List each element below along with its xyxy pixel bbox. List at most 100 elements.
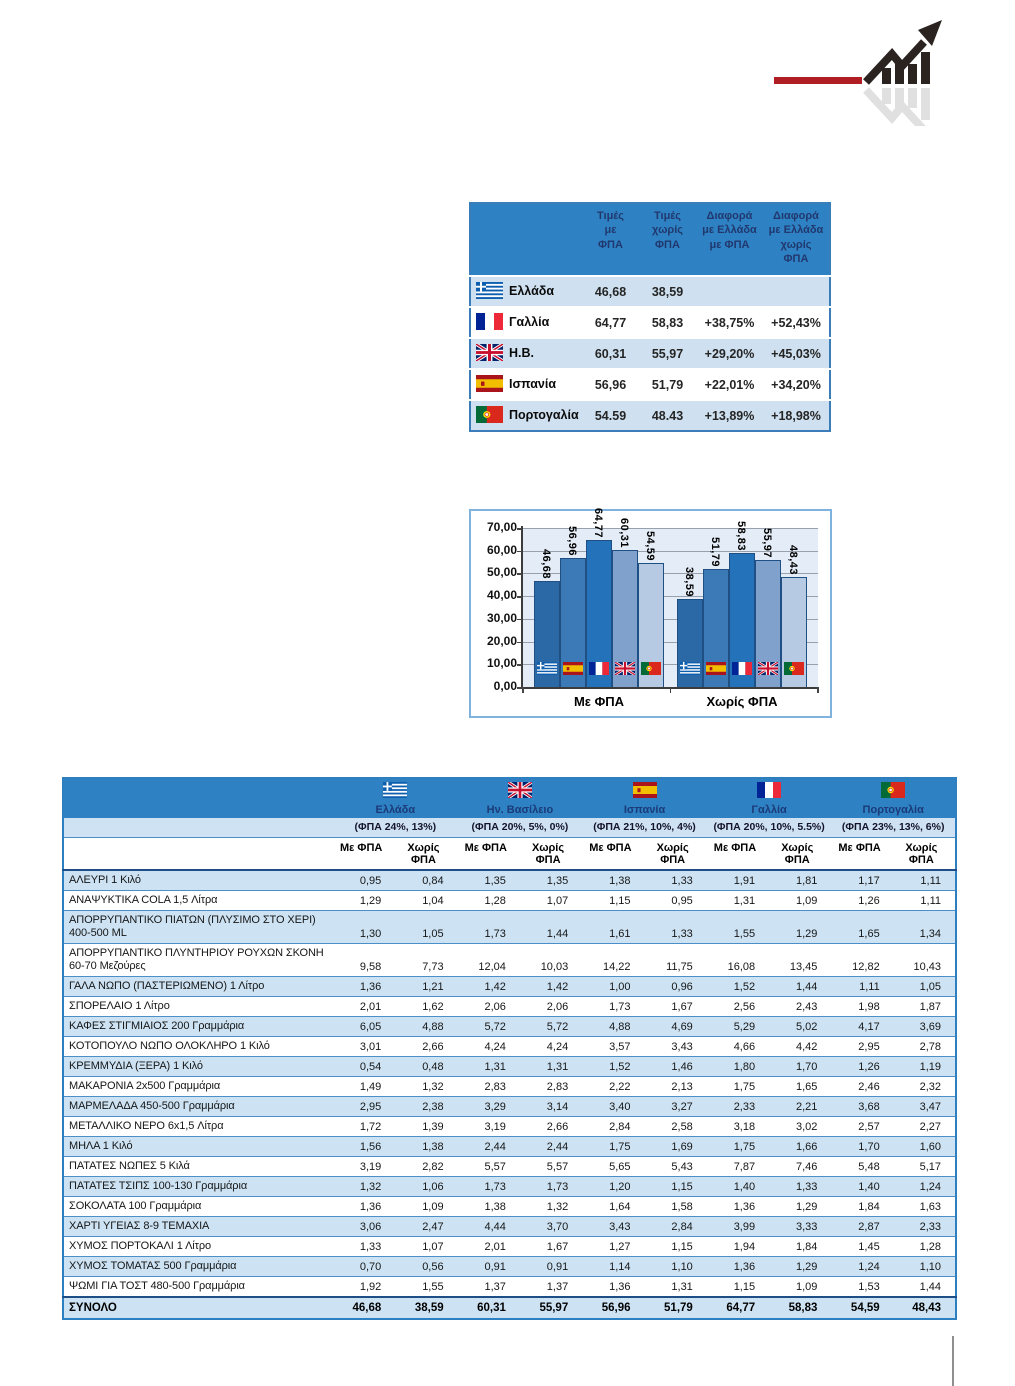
table-row: ΠΑΤΑΤΕΣ ΝΩΠΕΣ 5 Κιλά 3,19 2,82 5,57 5,57 5,65… bbox=[63, 1156, 956, 1177]
country-header-gr: Ελλάδα bbox=[333, 778, 458, 818]
price-cell: 1,32 bbox=[333, 1176, 396, 1197]
total-value-cell: 46,68 bbox=[333, 1295, 396, 1320]
price-cell: 2,83 bbox=[457, 1076, 520, 1097]
price-cell: 1,24 bbox=[893, 1176, 956, 1197]
bar-es-group2 bbox=[703, 569, 729, 687]
total-row: ΣΥΝΟΛΟ 46,68 38,59 60,31 55,97 56,96 51,79 64,7… bbox=[63, 1295, 956, 1320]
price-cell: 1,07 bbox=[519, 890, 583, 911]
x-axis-group-label: Με ΦΠΑ bbox=[573, 694, 625, 709]
y-axis-tick-label: 0,00 bbox=[493, 679, 517, 693]
country-label: Πορτογαλία bbox=[509, 407, 579, 422]
price-cell: 1,31 bbox=[519, 1056, 583, 1077]
value-cell: +38,75% bbox=[704, 315, 755, 330]
country-header-pt: Πορτογαλία bbox=[831, 778, 956, 818]
bar-value-label: 64,77 bbox=[592, 507, 604, 538]
price-cell: 1,40 bbox=[706, 1176, 770, 1197]
price-cell: 0,96 bbox=[644, 976, 707, 997]
vat-comparison-chart: 46,68 56,96 64,77 60,31 54,59 38,59 51,79 58,83… bbox=[469, 507, 832, 718]
value-cell: 58,83 bbox=[651, 315, 684, 330]
y-axis-tick bbox=[517, 550, 522, 553]
subheader-without-vat: Χωρίς ΦΠΑ bbox=[644, 837, 707, 871]
price-cell: 1,69 bbox=[644, 1136, 707, 1157]
price-cell: 1,67 bbox=[644, 996, 707, 1017]
y-axis-tick bbox=[517, 528, 522, 530]
price-cell: 1,31 bbox=[644, 1276, 707, 1297]
price-cell: 1,05 bbox=[893, 976, 956, 997]
total-value-cell: 51,79 bbox=[644, 1295, 707, 1320]
price-cell: 2,01 bbox=[333, 996, 396, 1017]
vat-rate-cell: (ΦΠΑ 20%, 10%, 5.5%) bbox=[706, 818, 832, 838]
total-label-cell: ΣΥΝΟΛΟ bbox=[63, 1295, 333, 1320]
detail-table: Ελλάδα Ην. Βασίλειο Ισπανία Γαλλία Πορτογαλί… bbox=[62, 777, 957, 1320]
price-cell: 1,29 bbox=[333, 890, 396, 911]
price-cell: 0,70 bbox=[333, 1256, 396, 1277]
price-cell: 1,67 bbox=[519, 1236, 583, 1257]
chart-y-axis bbox=[521, 526, 523, 689]
price-cell: 1,33 bbox=[333, 1236, 396, 1257]
price-cell: 1,61 bbox=[582, 910, 645, 944]
price-cell: 10,43 bbox=[893, 943, 956, 977]
price-cell: 3,47 bbox=[893, 1096, 956, 1117]
subheader-row: Με ΦΠΑ Χωρίς ΦΠΑ Με ΦΠΑ Χωρίς ΦΠΑ Με ΦΠΑ Χωρί… bbox=[63, 837, 956, 871]
price-cell: 1,94 bbox=[706, 1236, 770, 1257]
x-axis-tick bbox=[817, 687, 819, 693]
price-cell: 1,07 bbox=[395, 1236, 458, 1257]
product-name-cell: ΚΑΦΕΣ ΣΤΙΓΜΙΑΙΟΣ 200 Γραμμάρια bbox=[63, 1016, 333, 1037]
price-cell: 1,29 bbox=[769, 1256, 832, 1277]
price-cell: 1,26 bbox=[831, 890, 894, 911]
table-row: ΚΡΕΜΜΥΔΙΑ (ΞΕΡΑ) 1 Κιλό 0,54 0,48 1,31 1,31 1… bbox=[63, 1056, 956, 1077]
price-cell: 1,36 bbox=[706, 1256, 770, 1277]
country-label: Ισπανία bbox=[509, 376, 557, 391]
product-name-cell: ΣΠΟΡΕΛΑΙΟ 1 Λίτρο bbox=[63, 996, 333, 1017]
vat-rate-cell: (ΦΠΑ 20%, 5%, 0%) bbox=[457, 818, 583, 838]
summary-col-header: Διαφορά με Ελλάδα χωρίς ΦΠΑ bbox=[763, 203, 830, 276]
price-cell: 1,36 bbox=[582, 1276, 645, 1297]
price-cell: 2,43 bbox=[769, 996, 832, 1017]
price-cell: 3,69 bbox=[893, 1016, 956, 1037]
table-row: ΨΩΜΙ ΓΙΑ ΤΟΣΤ 480-500 Γραμμάρια 1,92 1,55 1… bbox=[63, 1276, 956, 1297]
gridline bbox=[523, 596, 818, 598]
subheader-without-vat: Χωρίς ΦΠΑ bbox=[395, 837, 458, 871]
subheader-with-vat: Με ΦΠΑ bbox=[457, 837, 520, 871]
country-cell: Ισπανία bbox=[470, 369, 582, 400]
price-cell: 3,29 bbox=[457, 1096, 520, 1117]
price-cell: 0,48 bbox=[395, 1056, 458, 1077]
price-cell: 3,19 bbox=[333, 1156, 396, 1177]
price-cell: 1,84 bbox=[831, 1196, 894, 1217]
pt-flag-icon bbox=[641, 662, 661, 675]
price-cell: 1,55 bbox=[395, 1276, 458, 1297]
price-cell: 0,95 bbox=[644, 890, 707, 911]
value-cell: +22,01% bbox=[704, 377, 755, 392]
bar-value-label: 48,43 bbox=[787, 544, 799, 575]
price-cell: 12,04 bbox=[457, 943, 520, 977]
price-cell: 3,14 bbox=[519, 1096, 583, 1117]
uk-flag-icon bbox=[614, 660, 636, 677]
price-cell: 16,08 bbox=[706, 943, 770, 977]
price-cell: 1,80 bbox=[706, 1056, 770, 1077]
subheader-with-vat: Με ΦΠΑ bbox=[831, 837, 894, 871]
price-cell: 5,65 bbox=[582, 1156, 645, 1177]
bar-uk-group1 bbox=[612, 550, 638, 687]
price-cell: 3,02 bbox=[769, 1116, 832, 1137]
price-cell: 2,78 bbox=[893, 1036, 956, 1057]
price-cell: 5,57 bbox=[457, 1156, 520, 1177]
price-cell: 2,47 bbox=[395, 1216, 458, 1237]
table-row: ΚΟΤΟΠΟΥΛΟ ΝΩΠΟ ΟΛΟΚΛΗΡΟ 1 Κιλό 3,01 2,66 4,… bbox=[63, 1036, 956, 1057]
country-header-label: Ισπανία bbox=[623, 804, 666, 816]
price-cell: 3,43 bbox=[644, 1036, 707, 1057]
table-row: ΓΑΛΑ ΝΩΠΟ (ΠΑΣΤΕΡΙΩΜΕΝΟ) 1 Λίτρο 1,36 1,21… bbox=[63, 976, 956, 997]
price-cell: 1,15 bbox=[706, 1276, 770, 1297]
price-cell: 2,06 bbox=[519, 996, 583, 1017]
price-cell: 1,11 bbox=[893, 869, 956, 891]
price-cell: 4,88 bbox=[395, 1016, 458, 1037]
total-value-cell: 60,31 bbox=[457, 1295, 520, 1320]
price-cell: 1,65 bbox=[831, 910, 894, 944]
table-row: ΑΠΟΡΡΥΠΑΝΤΙΚΟ ΠΛΥΝΤΗΡΙΟΥ ΡΟΥΧΩΝ ΣΚΟΝΗ 60… bbox=[63, 943, 956, 977]
table-row: ΑΠΟΡΡΥΠΑΝΤΙΚΟ ΠΙΑΤΩΝ (ΠΛΥΣΙΜΟ ΣΤΟ ΧΕΡΙ) … bbox=[63, 910, 956, 944]
y-axis-tick-label: 20,00 bbox=[486, 633, 517, 648]
country-header-fr: Γαλλία bbox=[706, 778, 832, 818]
price-cell: 1,44 bbox=[519, 910, 583, 944]
bar-es-group1 bbox=[560, 557, 586, 687]
price-cell: 2,32 bbox=[893, 1076, 956, 1097]
